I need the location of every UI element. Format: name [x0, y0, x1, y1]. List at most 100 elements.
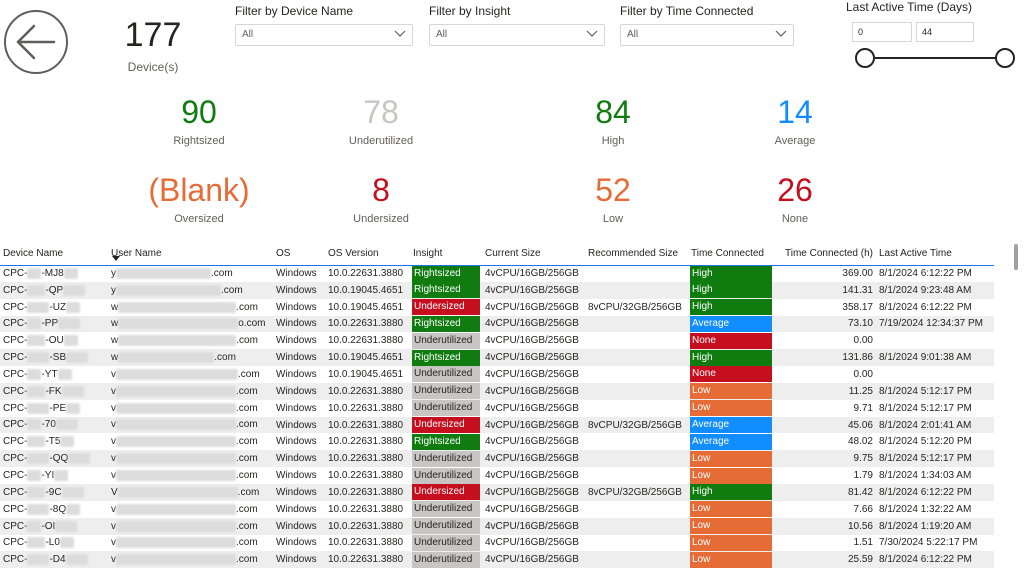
cell-last-active-time	[876, 366, 994, 383]
cell-recommended-size: 8vCPU/32GB/256GB	[588, 301, 682, 313]
filter-insight: Filter by Insight All	[429, 4, 605, 46]
cell-os-version: 10.0.19045.4651	[328, 368, 404, 380]
back-button[interactable]	[4, 10, 68, 74]
filter-device-dropdown[interactable]: All	[235, 24, 413, 46]
redacted-text	[118, 318, 239, 330]
cell-os-version: 10.0.22631.3880	[328, 470, 404, 482]
cell-insight: Rightsized	[410, 281, 482, 299]
redacted-text	[66, 503, 81, 515]
col-header-os-version[interactable]: OS Version	[325, 242, 410, 266]
col-header-recommended-size[interactable]: Recommended Size	[585, 242, 688, 266]
table-row[interactable]: CPC- -OU w .com Windows 10.0.22631.3880 Underu…	[0, 332, 994, 349]
cell-os: Windows	[276, 470, 317, 482]
kpi-undersized-label: Undersized	[353, 213, 409, 225]
cell-recommended-size	[585, 535, 688, 552]
device-count-card: 177 Device(s)	[100, 14, 206, 74]
table-row[interactable]: CPC- -T5 v .com Windows 10.0.22631.3880 Rights…	[0, 433, 994, 450]
cell-os: Windows	[273, 315, 325, 333]
kpi-low-value: 52	[595, 172, 631, 208]
cell-current-size: 4vCPU/16GB/256GB	[485, 368, 579, 380]
table-row[interactable]: CPC- -L0 v .com Windows 10.0.22631.3880 Underu…	[0, 534, 994, 552]
table-row[interactable]: CPC- -FK v .com Windows 10.0.22631.3880 Underu…	[0, 382, 994, 400]
cell-insight: Underutilized	[410, 501, 482, 518]
filter-insight-value: All	[436, 29, 448, 40]
table-row[interactable]: CPC- -8Q v .com Windows 10.0.22631.3880 Underu…	[0, 501, 994, 518]
insight-badge: Underutilized	[412, 332, 480, 349]
table-row[interactable]: CPC- -PP w o.com Windows 10.0.22631.3880 Right…	[0, 315, 994, 333]
cell-recommended-size	[585, 501, 688, 518]
redacted-text	[116, 469, 236, 481]
cell-user-name: v .com	[111, 537, 258, 549]
cell-os-version: 10.0.22631.3880	[325, 315, 410, 333]
cell-current-size: 4vCPU/16GB/256GB	[485, 301, 579, 313]
cell-last-active-time: 8/1/2024 5:12:17 PM	[879, 402, 972, 414]
filter-time-connected: Filter by Time Connected All	[620, 4, 794, 46]
cell-time-connected-h: 25.59	[774, 551, 876, 569]
cell-user-name: w .com	[108, 349, 273, 367]
table-row[interactable]: CPC- -QQ v .com Windows 10.0.22631.3880 Underu…	[0, 450, 994, 468]
cell-time-connected-h: 73.10	[774, 315, 876, 333]
cell-insight: Underutilized	[410, 450, 482, 468]
chevron-down-icon	[394, 30, 406, 37]
table-row[interactable]: CPC- -MJ8 y .com Windows 10.0.22631.3880 Right…	[0, 265, 994, 282]
redacted-text	[27, 368, 42, 380]
col-header-user-name[interactable]: User Name	[108, 242, 273, 266]
cell-last-active-time: 8/1/2024 1:32:22 AM	[879, 503, 972, 515]
cell-device-name: CPC- -PP	[0, 315, 108, 333]
kpi-none-value: 26	[777, 172, 813, 208]
cell-os: Windows	[273, 382, 325, 400]
insight-badge: Rightsized	[412, 315, 480, 332]
table-row[interactable]: CPC- -70 v .com Windows 10.0.22631.3880 Unders…	[0, 416, 994, 434]
cell-time-connected: High	[688, 349, 774, 367]
col-header-time-connected[interactable]: Time Connected	[688, 242, 774, 266]
insight-badge: Underutilized	[412, 551, 480, 568]
slicer-title: Last Active Time (Days)	[846, 0, 973, 14]
table-row[interactable]: CPC- -D4 v .com Windows 10.0.22631.3880 Underu…	[0, 551, 994, 569]
cell-recommended-size	[585, 467, 688, 484]
cell-last-active-time: 8/1/2024 9:01:38 AM	[876, 349, 994, 367]
table-scrollbar[interactable]	[1014, 244, 1018, 270]
table-row[interactable]: CPC- -UZ w .com Windows 10.0.19045.4651 Unders…	[0, 299, 994, 316]
cell-insight: Rightsized	[410, 349, 482, 367]
kpi-none-label: None	[781, 213, 809, 225]
redacted-text	[116, 520, 236, 532]
table-row[interactable]: CPC- -QP y .com Windows 10.0.19045.4651 Rights…	[0, 281, 994, 299]
cell-device-name: CPC- -70	[0, 416, 108, 434]
filter-insight-dropdown[interactable]: All	[429, 24, 605, 46]
table-row[interactable]: CPC- -YI v .com Windows 10.0.22631.3880 Underu…	[0, 467, 994, 484]
cell-user-name: v .com	[111, 503, 258, 515]
filter-time-dropdown[interactable]: All	[620, 24, 794, 46]
last-active-slicer: Last Active Time (Days) 0 44	[846, 0, 1018, 68]
time-connected-badge: None	[690, 366, 772, 383]
slicer-min-handle[interactable]	[855, 48, 875, 68]
slicer-max-handle[interactable]	[995, 48, 1015, 68]
slicer-max-input[interactable]: 44	[916, 22, 974, 42]
col-header-os[interactable]: OS	[273, 242, 325, 266]
kpi-high-value: 84	[595, 94, 631, 130]
slicer-min-input[interactable]: 0	[852, 22, 912, 42]
redacted-text	[27, 402, 50, 414]
col-header-insight[interactable]: Insight	[410, 242, 482, 266]
table-row[interactable]: CPC- -SB w .com Windows 10.0.19045.4651 Rights…	[0, 349, 994, 367]
col-header-current-size[interactable]: Current Size	[482, 242, 585, 266]
cell-recommended-size	[585, 349, 688, 367]
time-connected-badge: Average	[690, 315, 772, 332]
col-header-last-active-time[interactable]: Last Active Time	[876, 242, 994, 266]
cell-insight: Undersized	[410, 416, 482, 434]
redacted-text	[116, 268, 211, 280]
col-header-time-connected-h[interactable]: Time Connected (h)	[774, 242, 876, 266]
table-row[interactable]: CPC- -OI v .com Windows 10.0.22631.3880 Underu…	[0, 517, 994, 535]
table-row[interactable]: CPC- -9C V .com Windows 10.0.22631.3880 Unders…	[0, 483, 994, 501]
redacted-text	[118, 301, 237, 313]
kpi-average: 14 Average	[725, 93, 865, 147]
cell-recommended-size	[585, 551, 688, 569]
cell-insight: Undersized	[410, 299, 482, 316]
cell-time-connected: Low	[688, 517, 774, 535]
cell-os: Windows	[273, 517, 325, 535]
insight-badge: Underutilized	[412, 534, 480, 551]
insight-badge: Underutilized	[412, 383, 480, 400]
cell-os-version: 10.0.22631.3880	[328, 503, 404, 515]
col-header-device-name[interactable]: Device Name	[0, 242, 108, 266]
table-row[interactable]: CPC- -PE v .com Windows 10.0.22631.3880 Underu…	[0, 400, 994, 417]
table-row[interactable]: CPC- -YT v .com Windows 10.0.19045.4651 Underu…	[0, 366, 994, 383]
